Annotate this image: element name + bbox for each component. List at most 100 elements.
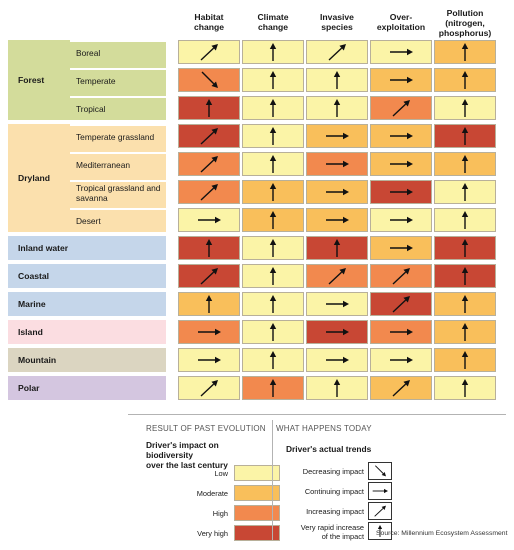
group-name: Mountain — [18, 355, 57, 365]
legend-trend-label-line: Very rapid increase — [300, 523, 364, 532]
impact-cell — [306, 152, 368, 176]
legend-trend-box — [368, 522, 392, 540]
group-label-polar: Polar — [8, 376, 166, 400]
legend-impact-label: High — [212, 509, 228, 518]
impact-cell — [434, 376, 496, 400]
trend-arrow-up-icon — [269, 295, 277, 313]
impact-cell — [434, 124, 496, 148]
trend-arrow-right-icon — [390, 356, 413, 364]
group-label-coastal: Coastal — [8, 264, 166, 288]
impact-cell — [434, 68, 496, 92]
trend-arrow-right-icon — [390, 244, 413, 252]
impact-cell — [434, 236, 496, 260]
impact-cell — [370, 236, 432, 260]
impact-cell — [242, 152, 304, 176]
impact-cell — [306, 264, 368, 288]
column-header-line: Climate — [257, 12, 289, 22]
impact-cell — [370, 264, 432, 288]
impact-cell — [306, 208, 368, 232]
trend-arrow-up-icon — [461, 351, 469, 369]
legend-trend-label: Increasing impact — [306, 507, 364, 516]
impact-cell — [370, 180, 432, 204]
trend-arrow-right-icon — [390, 48, 413, 56]
impact-cell — [370, 376, 432, 400]
column-header: Climate change — [242, 12, 304, 32]
trend-arrow-right-icon — [326, 188, 349, 196]
legend-impact-label: Moderate — [196, 489, 228, 498]
impact-cell — [178, 180, 240, 204]
trend-arrow-up-icon — [461, 239, 469, 257]
column-header: Pollution (nitrogen, phosphorus) — [434, 8, 496, 38]
impact-cell — [434, 180, 496, 204]
impact-cell — [178, 124, 240, 148]
impact-cell — [178, 376, 240, 400]
trend-arrow-right-icon — [372, 488, 388, 494]
impact-cell — [242, 320, 304, 344]
column-header-line: species — [321, 22, 353, 32]
trend-arrow-right-icon — [198, 328, 221, 336]
impact-cell — [242, 208, 304, 232]
trend-arrow-up-right-icon — [200, 268, 218, 285]
impact-cell — [434, 348, 496, 372]
impact-cell — [242, 236, 304, 260]
impact-cell — [242, 96, 304, 120]
impact-cell — [434, 320, 496, 344]
impact-cell — [242, 68, 304, 92]
trend-arrow-right-icon — [198, 216, 221, 224]
impact-cell — [306, 292, 368, 316]
group-name: Coastal — [18, 271, 50, 281]
impact-cell — [178, 236, 240, 260]
trend-arrow-up-icon — [269, 351, 277, 369]
trend-arrow-up-icon — [269, 127, 277, 145]
row-label: Temperate grassland — [70, 124, 166, 148]
legend-impact-swatch — [234, 485, 280, 501]
row-label-text: Boreal — [76, 48, 101, 58]
impact-cell — [306, 320, 368, 344]
row-label-text: Desert — [76, 216, 101, 226]
trend-arrow-up-icon — [269, 323, 277, 341]
legend-right-subtitle: Driver's actual trends — [286, 444, 372, 454]
impact-cell — [178, 40, 240, 64]
legend-left-subtitle-line: over the last century — [146, 460, 228, 470]
trend-arrow-up-icon — [269, 379, 277, 397]
impact-cell — [306, 124, 368, 148]
trend-arrow-up-icon — [205, 99, 213, 117]
trend-arrow-up-icon — [333, 239, 341, 257]
trend-arrow-up-icon — [461, 183, 469, 201]
column-header-line: Pollution — [446, 8, 484, 18]
impact-cell — [370, 292, 432, 316]
row-label-text: Temperate — [76, 76, 116, 86]
legend-impact-swatch — [234, 465, 280, 481]
impact-cell — [370, 96, 432, 120]
column-header-line: phosphorus) — [438, 28, 492, 38]
impact-cell — [178, 68, 240, 92]
legend-divider — [128, 414, 506, 415]
legend-trend-label-line: of the impact — [321, 532, 364, 541]
impact-cell — [434, 96, 496, 120]
group-label-inland-water: Inland water — [8, 236, 166, 260]
trend-arrow-right-icon — [326, 160, 349, 168]
trend-arrow-up-icon — [269, 267, 277, 285]
trend-arrow-up-right-icon — [200, 128, 218, 145]
source-credit: Source: Millennium Ecosystem Assessment — [376, 530, 508, 537]
trend-arrow-up-icon — [333, 99, 341, 117]
trend-arrow-up-right-icon — [328, 268, 346, 285]
legend-left-title: RESULT OF PAST EVOLUTION — [146, 424, 266, 433]
group-label-marine: Marine — [8, 292, 166, 316]
impact-cell — [306, 68, 368, 92]
trend-arrow-up-right-icon — [200, 184, 218, 201]
impact-cell — [434, 264, 496, 288]
trend-arrow-up-icon — [269, 183, 277, 201]
impact-cell — [434, 152, 496, 176]
trend-arrow-up-right-icon — [200, 44, 218, 61]
row-label: Desert — [70, 208, 166, 232]
trend-arrow-up-icon — [377, 525, 383, 537]
trend-arrow-up-icon — [461, 127, 469, 145]
legend-separator — [272, 420, 273, 540]
row-label: Mediterranean — [70, 152, 166, 176]
legend-left-subtitle-line: Driver's impact on biodiversity — [146, 440, 219, 460]
group-name: Island — [18, 327, 43, 337]
trend-arrow-up-icon — [461, 99, 469, 117]
legend-trend-label: Decreasing impact — [302, 467, 364, 476]
trend-arrow-right-icon — [198, 356, 221, 364]
